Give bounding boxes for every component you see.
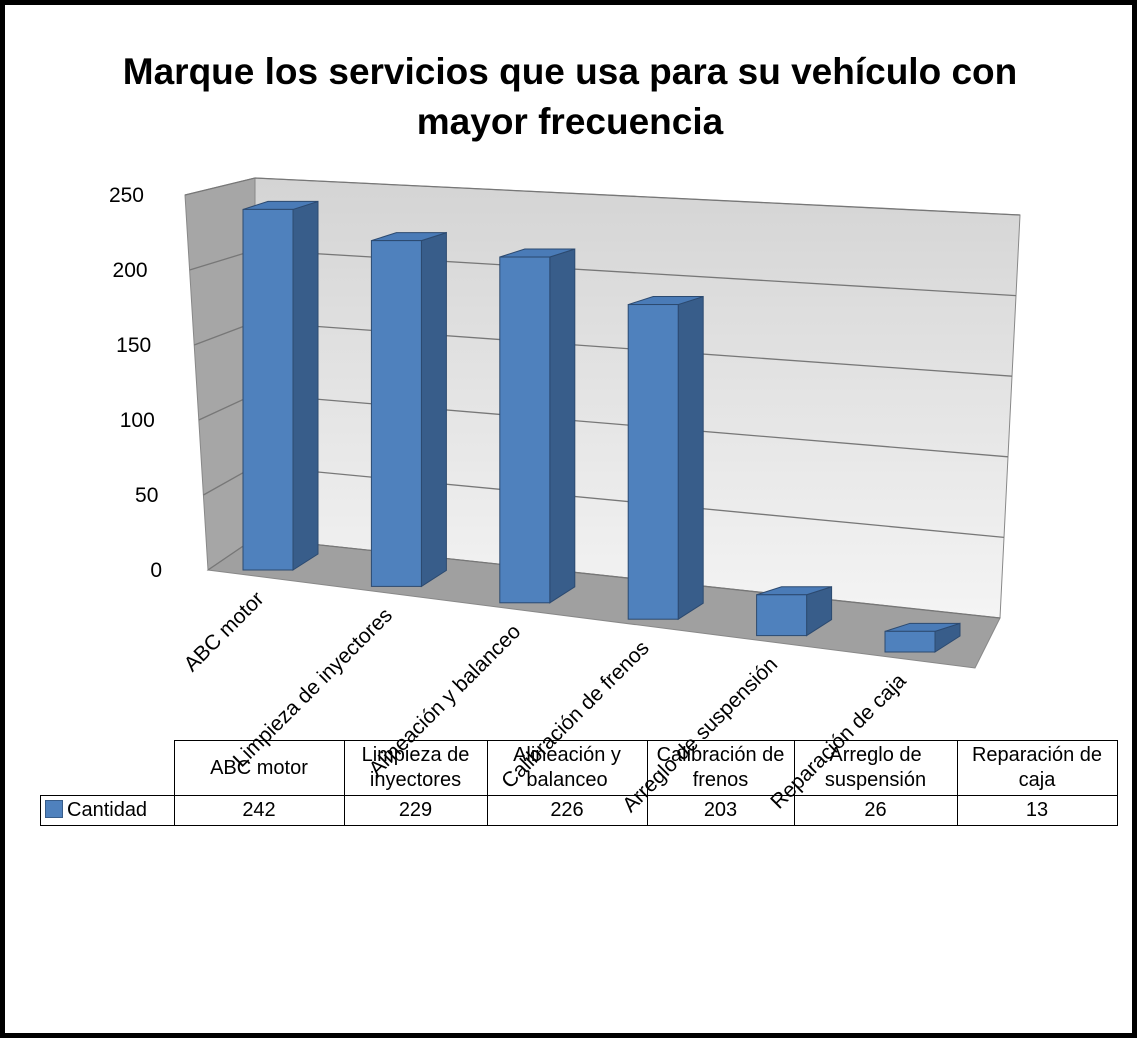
table-value: 242 <box>173 795 345 826</box>
table-value: 229 <box>343 795 488 826</box>
table-header: Reparación de caja <box>956 740 1118 796</box>
table-value: 13 <box>956 795 1118 826</box>
table-header: ABC motor <box>173 740 345 796</box>
bar <box>884 630 936 653</box>
y-tick-label: 0 <box>150 559 162 582</box>
legend-swatch <box>45 800 63 818</box>
bar <box>756 594 808 637</box>
bar-side <box>420 231 447 588</box>
grid-line <box>184 177 1021 216</box>
table-header: Alineación y balanceo <box>486 740 648 796</box>
chart-title: Marque los servicios que usa para su veh… <box>122 51 1018 142</box>
y-tick-label: 50 <box>135 484 158 507</box>
table-value: 26 <box>793 795 958 826</box>
bar <box>370 240 422 587</box>
legend-label: Cantidad <box>67 799 148 821</box>
y-tick-label: 250 <box>109 184 144 207</box>
table-value: 226 <box>486 795 648 826</box>
bar <box>242 208 294 571</box>
bar <box>499 256 551 604</box>
table-header: Calibración de frenos <box>646 740 795 796</box>
data-table: ABC motor Limpieza de inyectores Alineac… <box>40 740 1118 826</box>
x-tick-label: ABC motor <box>180 587 269 676</box>
bar <box>627 304 679 620</box>
bar-side <box>549 248 576 604</box>
bar-side <box>292 200 319 571</box>
y-tick-label: 150 <box>116 334 151 357</box>
table-value: 203 <box>646 795 795 826</box>
y-tick-label: 100 <box>120 409 155 432</box>
y-tick-label: 200 <box>113 259 148 282</box>
table-header: Limpieza de inyectores <box>343 740 488 796</box>
table-header: Arreglo de suspensión <box>793 740 958 796</box>
bar-side <box>677 295 704 621</box>
